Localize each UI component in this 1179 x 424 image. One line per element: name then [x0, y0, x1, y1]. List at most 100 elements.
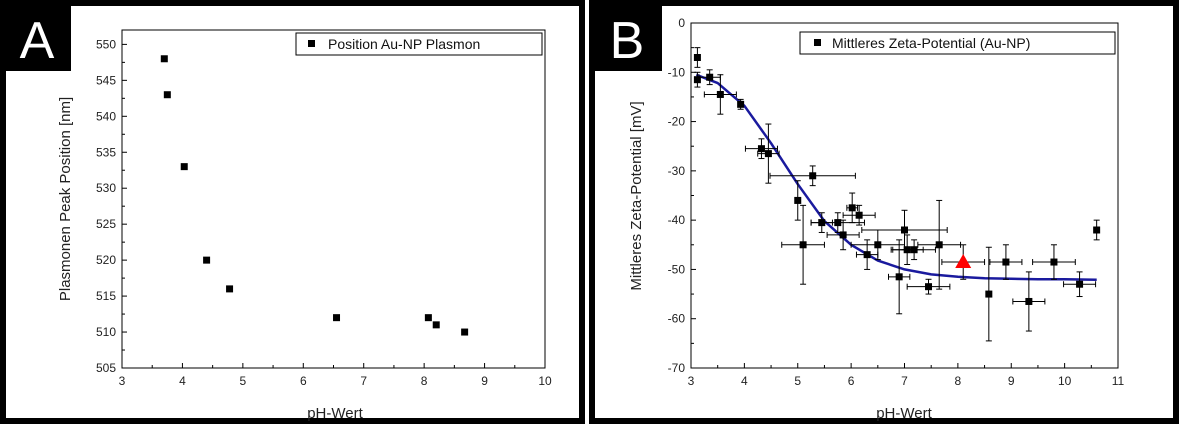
y-tick-label: 540: [96, 109, 116, 123]
data-point: [333, 314, 341, 322]
data-point: [432, 321, 440, 329]
data-point: [809, 172, 817, 180]
panel-a: 3 4 5 6 7 8 9 10505510515520525530535540545550 …: [3, 3, 552, 422]
data-point: [848, 204, 856, 212]
x-tick-label: 3: [688, 374, 695, 388]
y-tick-label: -60: [668, 312, 686, 326]
y-tick-label: 0: [678, 16, 685, 30]
data-point: [226, 285, 234, 293]
y-tick-label: 510: [96, 325, 116, 339]
y-tick-label: 530: [96, 181, 116, 195]
x-tick-label: 9: [1008, 374, 1015, 388]
data-point: [799, 241, 807, 249]
panel-a-letter: A: [20, 12, 55, 70]
panel-b-letter: B: [610, 12, 645, 70]
data-point: [461, 328, 469, 336]
data-point: [160, 55, 168, 63]
data-point: [1076, 280, 1084, 288]
x-tick-label: 4: [741, 374, 748, 388]
panel-a-x-title: pH-Wert: [307, 405, 363, 422]
panel-a-points: [160, 55, 469, 336]
panel-b-y-title: Mittleres Zeta-Potential [mV]: [628, 101, 645, 290]
x-tick-label: 8: [955, 374, 962, 388]
y-tick-label: 525: [96, 217, 116, 231]
panel-b-legend: Mittleres Zeta-Potential (Au-NP): [799, 31, 1116, 55]
x-tick-label: 5: [794, 374, 801, 388]
data-point-triangle: [955, 254, 972, 269]
panel-b-legend-marker: [814, 39, 821, 46]
data-point: [757, 145, 765, 153]
x-tick-label: 7: [901, 374, 908, 388]
panel-b-legend-box: [799, 31, 1116, 55]
y-tick-label: -30: [668, 164, 686, 178]
data-point: [1050, 258, 1058, 266]
data-point: [794, 196, 802, 204]
data-point: [925, 283, 933, 291]
y-tick-label: 545: [96, 73, 116, 87]
x-tick-label: 8: [421, 374, 428, 388]
data-point: [163, 91, 171, 99]
x-tick-label: 9: [481, 374, 488, 388]
panel-a-ticks: 3 4 5 6 7 8 9 10 505 510 515 520 525 530 535 540 545 550: [96, 37, 552, 388]
data-point: [693, 76, 701, 84]
data-point: [855, 211, 863, 219]
data-point: [1093, 226, 1101, 234]
data-point: [910, 246, 918, 254]
panel-a-y-title: Plasmonen Peak Position [nm]: [57, 97, 74, 301]
y-tick-label: -40: [668, 213, 686, 227]
data-point: [863, 251, 871, 259]
panel-a-legend-box: [295, 32, 543, 56]
x-tick-label: 3: [119, 374, 126, 388]
y-tick-label: 505: [96, 361, 116, 375]
data-point: [1002, 258, 1010, 266]
x-tick-label: 11: [1112, 374, 1125, 388]
panel-a-plot-area: [121, 29, 546, 369]
data-point: [180, 163, 188, 171]
panel-b-legend-label: Mittleres Zeta-Potential (Au-NP): [832, 35, 1030, 51]
x-tick-label: 10: [538, 374, 552, 388]
data-point: [203, 256, 211, 264]
panel-a-legend-label: Position Au-NP Plasmon: [328, 36, 480, 52]
data-point: [839, 231, 847, 239]
panel-b-plot-area: [690, 22, 1119, 369]
panel-b-letter-box: [592, 3, 662, 71]
y-tick-label: -70: [668, 361, 686, 375]
y-tick-label: 520: [96, 253, 116, 267]
data-point: [706, 73, 714, 81]
data-point: [764, 150, 772, 158]
data-point: [716, 90, 724, 98]
y-tick-label: 535: [96, 145, 116, 159]
data-point: [874, 241, 882, 249]
y-tick-label: 515: [96, 289, 116, 303]
y-tick-label: -50: [668, 262, 686, 276]
panel-b: 3 4 5 6 7 8 9 10 11 -70 -60 -50 -40 -30 -20 -10 0 Mittle…: [592, 3, 1125, 422]
panel-a-letter-box: [3, 3, 71, 71]
panel-b-ticks: 3 4 5 6 7 8 9 10 11 -70 -60 -50 -40 -30 -20 -10 0: [668, 16, 1125, 388]
y-tick-label: 550: [96, 37, 116, 51]
x-tick-label: 10: [1058, 374, 1072, 388]
panel-b-points: [693, 47, 1101, 342]
panel-b-x-title: pH-Wert: [876, 405, 932, 422]
data-point: [693, 54, 701, 61]
y-tick-label: -10: [668, 65, 686, 79]
data-point: [935, 241, 943, 249]
data-point: [737, 100, 745, 108]
data-point: [424, 314, 432, 322]
data-point: [834, 219, 842, 227]
x-tick-label: 6: [300, 374, 307, 388]
data-point: [985, 290, 993, 298]
x-tick-label: 4: [179, 374, 186, 388]
panel-b-fit-curve: [695, 73, 1097, 282]
panel-a-legend-marker: [308, 40, 315, 47]
data-point: [1025, 297, 1033, 305]
data-point: [901, 226, 908, 234]
x-tick-label: 7: [360, 374, 367, 388]
x-tick-label: 6: [848, 374, 855, 388]
y-tick-label: -20: [668, 115, 686, 129]
data-point: [895, 273, 903, 281]
panel-a-legend: Position Au-NP Plasmon: [295, 32, 543, 56]
fit-curve: [695, 73, 1097, 282]
x-tick-label: 5: [240, 374, 247, 388]
